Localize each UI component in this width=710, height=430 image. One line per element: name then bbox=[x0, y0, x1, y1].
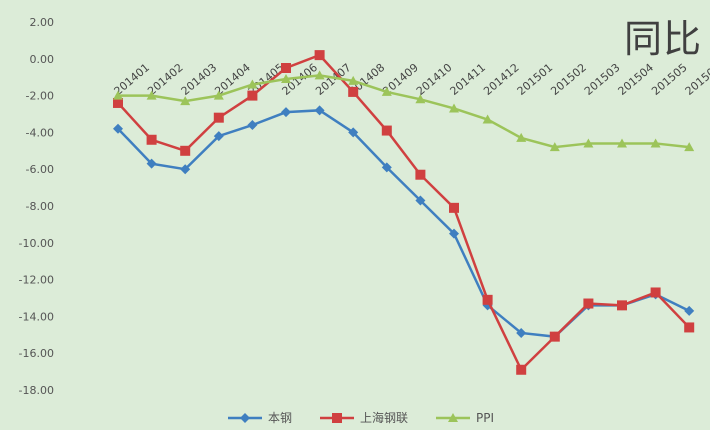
x-tick-label: 201412 bbox=[481, 61, 522, 98]
data-point bbox=[381, 125, 392, 136]
data-point bbox=[146, 134, 157, 145]
data-point bbox=[213, 90, 224, 100]
data-point bbox=[180, 96, 191, 106]
data-point bbox=[213, 112, 224, 123]
data-point bbox=[415, 94, 426, 104]
x-tick-label: 201501 bbox=[515, 61, 556, 98]
data-point bbox=[281, 63, 291, 73]
data-point bbox=[516, 327, 527, 338]
legend-label: 本钢 bbox=[268, 411, 292, 425]
data-point bbox=[146, 158, 157, 169]
data-point bbox=[281, 107, 291, 118]
y-tick-label: -18.00 bbox=[19, 384, 54, 397]
y-tick-label: -8.00 bbox=[26, 200, 54, 213]
data-point bbox=[617, 300, 627, 311]
data-point bbox=[213, 131, 224, 142]
data-point bbox=[583, 138, 594, 148]
data-point bbox=[617, 138, 627, 148]
x-tick-label: 201506 bbox=[683, 61, 710, 98]
legend-marker bbox=[448, 413, 458, 422]
y-tick-label: -16.00 bbox=[19, 347, 54, 360]
data-point bbox=[583, 298, 594, 309]
data-point bbox=[180, 164, 191, 175]
chart-title: 同比 bbox=[623, 17, 702, 61]
data-point bbox=[549, 331, 560, 342]
data-point bbox=[415, 169, 426, 180]
data-point bbox=[381, 86, 392, 96]
data-point bbox=[281, 74, 291, 84]
data-point bbox=[348, 127, 359, 138]
y-tick-label: -10.00 bbox=[19, 237, 54, 250]
series-line bbox=[118, 74, 690, 149]
data-point bbox=[113, 97, 123, 108]
data-point bbox=[314, 70, 325, 80]
data-point bbox=[415, 195, 426, 206]
y-tick-label: -4.00 bbox=[26, 126, 54, 139]
data-point bbox=[180, 145, 191, 156]
x-tick-label: 201403 bbox=[179, 61, 220, 98]
x-tick-label: 201410 bbox=[414, 61, 455, 98]
data-point bbox=[482, 114, 493, 124]
legend-marker bbox=[240, 413, 250, 423]
data-point bbox=[684, 322, 695, 333]
x-tick-label: 201502 bbox=[548, 61, 589, 98]
data-point bbox=[482, 294, 493, 305]
data-point bbox=[684, 305, 695, 316]
y-tick-label: -12.00 bbox=[19, 274, 54, 287]
series-line bbox=[117, 109, 690, 338]
data-point bbox=[684, 142, 695, 152]
data-point bbox=[449, 103, 459, 113]
series-line bbox=[117, 53, 691, 372]
x-tick-label: 201411 bbox=[448, 61, 489, 98]
legend-label: 上海钢联 bbox=[360, 410, 408, 425]
data-point bbox=[247, 79, 258, 89]
data-point bbox=[516, 364, 527, 375]
data-point bbox=[113, 123, 123, 134]
x-tick-label: 201503 bbox=[582, 61, 623, 98]
data-point bbox=[449, 228, 459, 239]
x-tick-label: 201505 bbox=[649, 61, 690, 98]
data-point bbox=[314, 105, 325, 116]
data-point bbox=[348, 75, 359, 85]
data-point bbox=[516, 132, 527, 142]
data-point bbox=[113, 90, 123, 100]
data-point bbox=[381, 162, 392, 173]
legend-marker bbox=[332, 413, 342, 423]
data-point bbox=[348, 86, 359, 97]
data-point bbox=[650, 138, 661, 148]
y-tick-label: -6.00 bbox=[26, 163, 54, 176]
y-tick-label: 0.00 bbox=[30, 53, 55, 66]
x-tick-label: 201504 bbox=[616, 61, 657, 98]
data-point bbox=[314, 50, 325, 61]
data-point bbox=[247, 120, 258, 131]
data-point bbox=[247, 90, 258, 101]
y-tick-label: -2.00 bbox=[26, 90, 54, 103]
y-tick-label: -14.00 bbox=[19, 310, 54, 323]
data-point bbox=[146, 90, 157, 100]
legend-label: PPI bbox=[476, 411, 494, 425]
data-point bbox=[650, 287, 661, 298]
y-tick-label: 2.00 bbox=[30, 16, 55, 29]
data-point bbox=[449, 202, 459, 213]
data-point bbox=[549, 142, 560, 152]
